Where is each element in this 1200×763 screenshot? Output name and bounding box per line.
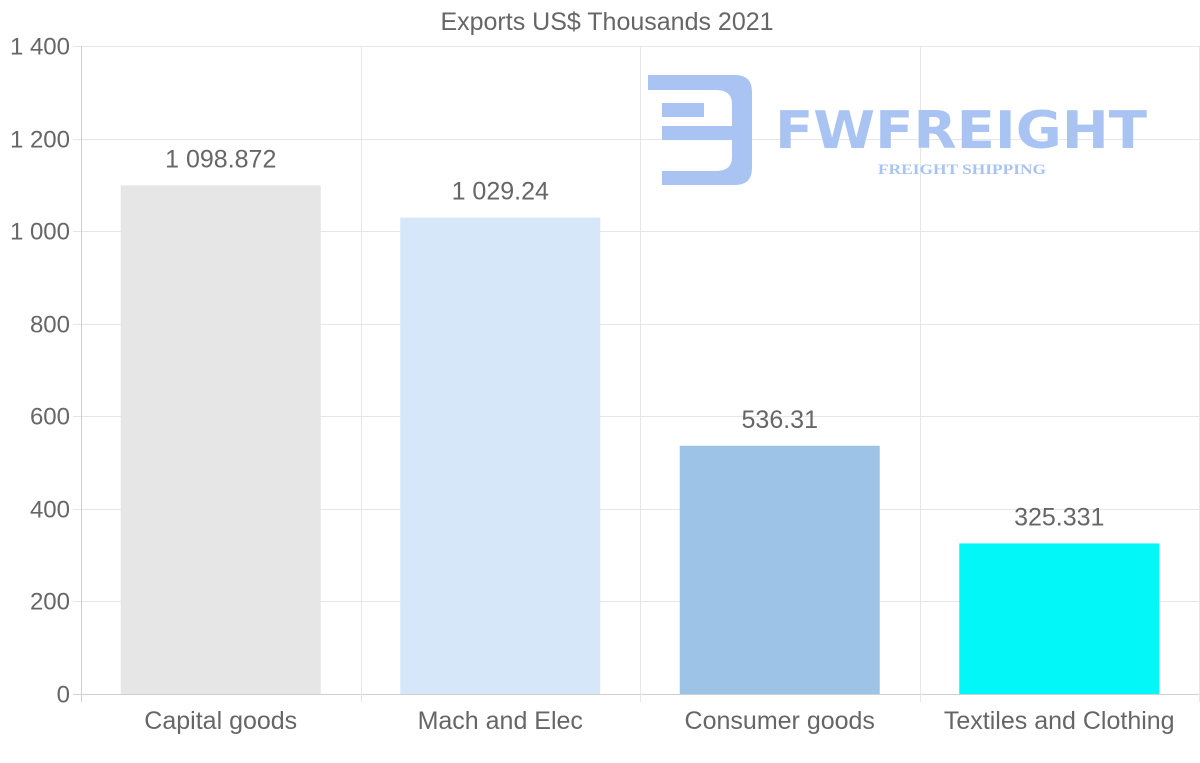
y-tick-label: 400 — [30, 497, 70, 524]
y-axis: 0 200 400 600 800 1 000 1 200 1 400 — [10, 34, 70, 709]
y-tick-label: 1 400 — [10, 34, 70, 61]
bars — [120, 185, 1160, 694]
x-tick-label: Textiles and Clothing — [944, 707, 1175, 735]
data-label: 1 029.24 — [452, 178, 549, 206]
y-tick-label: 1 000 — [10, 219, 70, 246]
x-tick-label: Capital goods — [144, 707, 297, 735]
watermark-logo: FWFREIGHT FREIGHT SHIPPING — [648, 75, 1148, 185]
chart-title: Exports US$ Thousands 2021 — [440, 8, 773, 36]
bar[interactable] — [959, 543, 1160, 694]
bar[interactable] — [120, 185, 321, 694]
y-tick-label: 0 — [57, 682, 70, 709]
y-tick-label: 800 — [30, 312, 70, 339]
watermark-brand: FWFREIGHT — [775, 101, 1148, 161]
y-tick-label: 200 — [30, 589, 70, 616]
data-label: 536.31 — [742, 406, 818, 434]
x-axis: Capital goods Mach and Elec Consumer goods… — [144, 707, 1174, 735]
data-label: 325.331 — [1014, 503, 1104, 531]
fw-logo-icon — [648, 75, 752, 185]
data-label: 1 098.872 — [165, 145, 276, 173]
y-tick-label: 1 200 — [10, 127, 70, 154]
bar[interactable] — [400, 217, 601, 694]
x-tick-label: Consumer goods — [685, 707, 875, 735]
data-labels: 1 098.872 1 029.24 536.31 325.331 — [165, 145, 1104, 531]
watermark-tagline: FREIGHT SHIPPING — [878, 162, 1046, 178]
y-tick-label: 600 — [30, 404, 70, 431]
x-tick-label: Mach and Elec — [418, 707, 583, 735]
bar[interactable] — [679, 445, 880, 694]
